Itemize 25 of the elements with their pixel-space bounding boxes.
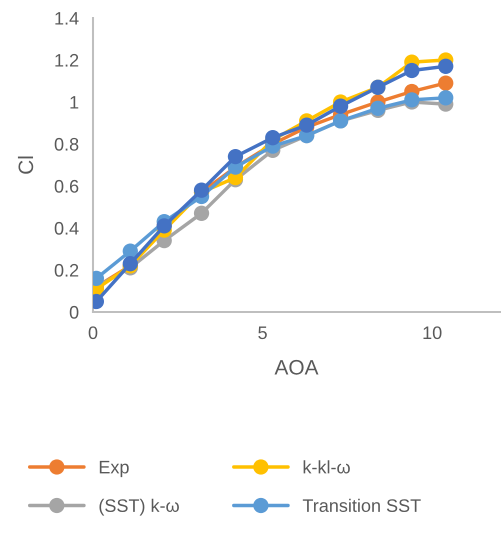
point: [438, 75, 454, 91]
legend-label: (SST) k-ω: [99, 498, 179, 516]
point: [404, 62, 420, 78]
point: [194, 206, 210, 221]
legend-label: Exp: [100, 460, 129, 478]
y-tick-label: 0: [70, 306, 78, 319]
point: [332, 98, 348, 114]
y-tick-label: 1.2: [55, 54, 78, 67]
y-tick-label: 1: [70, 96, 78, 109]
y-tick-label: 0.8: [54, 138, 78, 151]
legend-label: Transition SST: [302, 498, 421, 512]
x-tick-label: 10: [424, 326, 442, 340]
point: [228, 148, 244, 164]
point: [438, 58, 454, 74]
legend-label: k-kl-ω: [304, 460, 350, 474]
point: [438, 90, 454, 106]
point: [299, 117, 314, 133]
y-tick-label: 0.6: [54, 180, 78, 193]
x-tick-label: 0: [88, 326, 98, 340]
y-tick-label: 1.4: [55, 12, 79, 25]
y-tick-label: 0.4: [54, 222, 79, 235]
x-axis-title: AOA: [274, 360, 318, 375]
y-tick-label: 0.2: [54, 264, 78, 277]
y-axis-title: Cl: [18, 156, 34, 174]
x-tick-label: 5: [258, 326, 267, 340]
